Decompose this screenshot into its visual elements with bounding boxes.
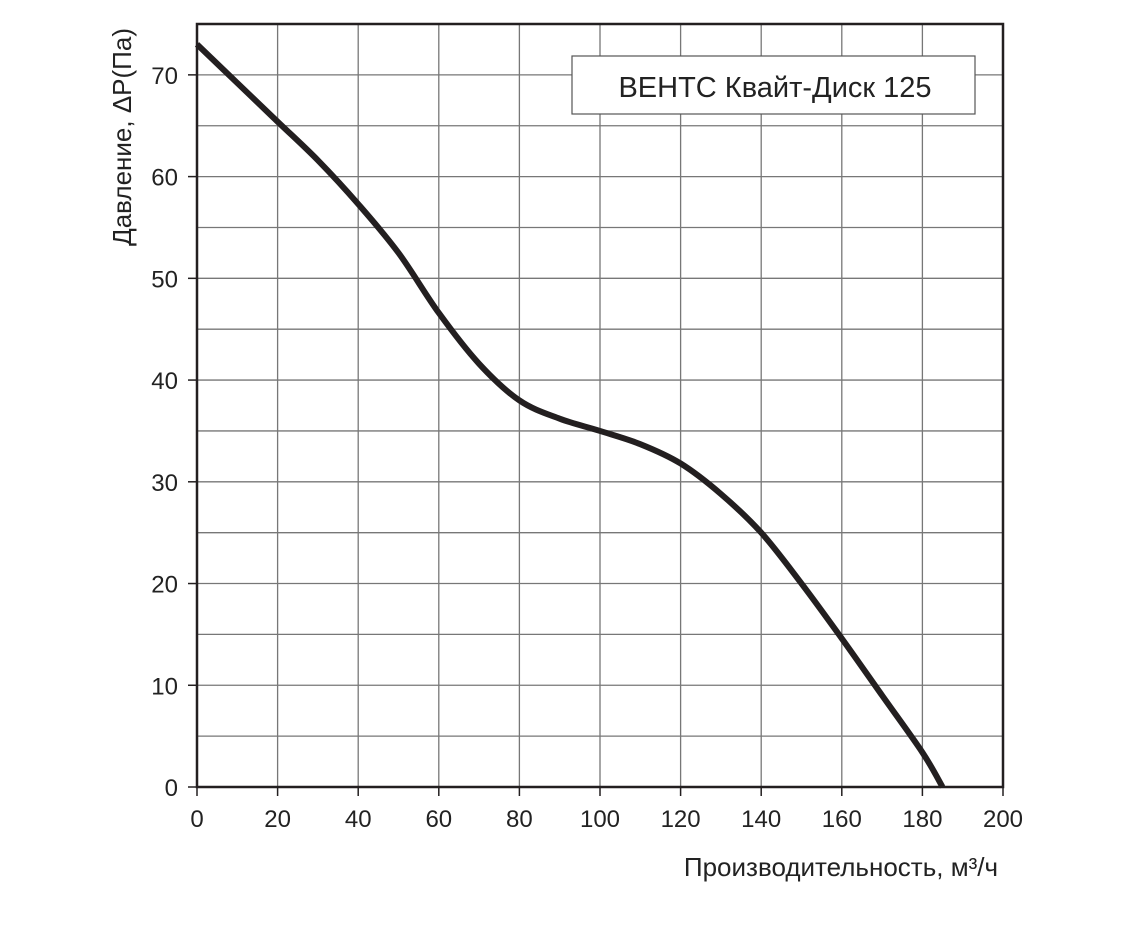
x-tick-label: 160 <box>822 806 862 833</box>
x-tick-label: 80 <box>506 806 533 833</box>
y-tick-label: 30 <box>151 470 178 497</box>
y-tick-label: 40 <box>151 368 178 395</box>
x-tick-label: 100 <box>580 806 620 833</box>
y-tick-label: 10 <box>151 673 178 700</box>
y-tick-label: 70 <box>151 63 178 90</box>
x-axis-label: Производительность, м³/ч <box>684 852 998 882</box>
series-line <box>194 42 946 789</box>
legend-box: ВЕНТС Квайт-Диск 125 <box>571 55 976 115</box>
plot-frame <box>195 22 1005 789</box>
x-tick-label: 140 <box>741 806 781 833</box>
x-tick-label: 60 <box>425 806 452 833</box>
y-tick-label: 60 <box>151 165 178 192</box>
x-tick-label: 120 <box>661 806 701 833</box>
grid <box>197 24 1003 787</box>
y-axis-label: Давление, ΔР(Па) <box>107 28 137 246</box>
ticks: 0 20 40 60 80 100 120 140 160 180 200 0 10 20 30 40 50 60… <box>151 63 1023 833</box>
chart-title: ВЕНТС Квайт-Диск 125 <box>618 72 931 104</box>
y-tick-label: 50 <box>151 266 178 293</box>
x-tick-label: 0 <box>190 806 203 833</box>
x-tick-label: 200 <box>983 806 1023 833</box>
x-tick-label: 20 <box>264 806 291 833</box>
series <box>194 42 946 789</box>
x-tick-label: 180 <box>902 806 942 833</box>
x-tick-label: 40 <box>345 806 372 833</box>
y-tick-label: 0 <box>165 775 178 802</box>
y-tick-label: 20 <box>151 572 178 599</box>
